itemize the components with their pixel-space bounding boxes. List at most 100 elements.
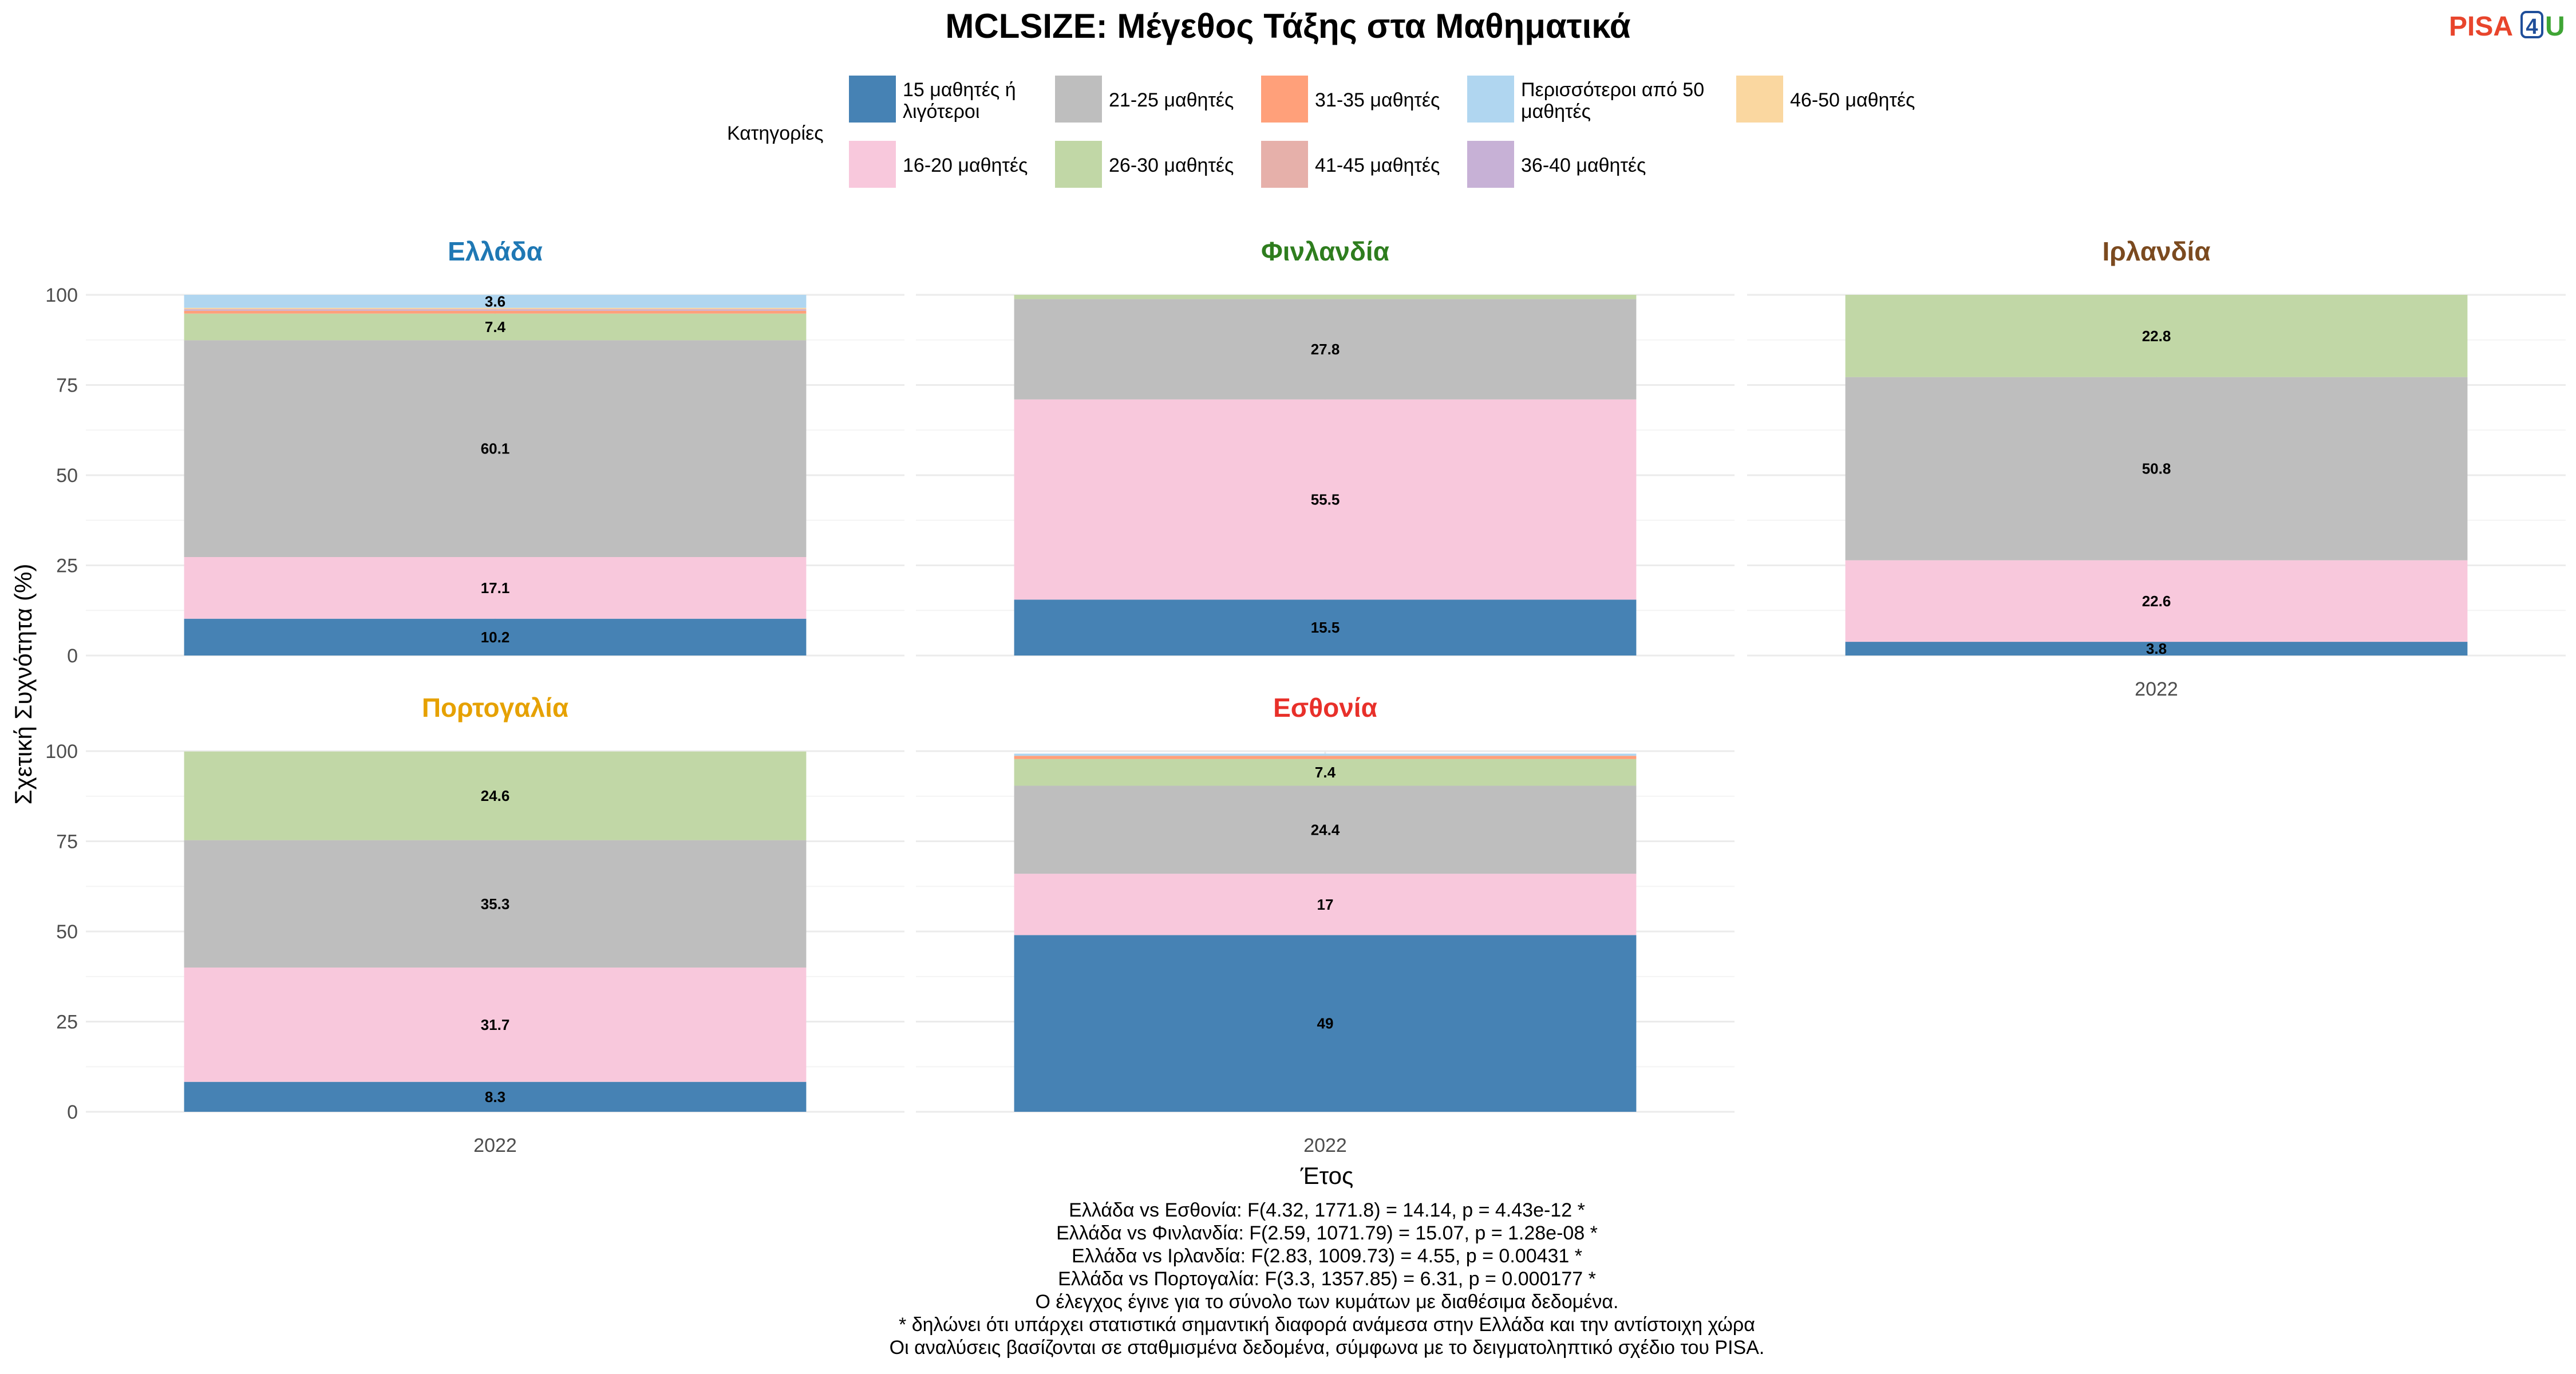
bar-segment-c21 bbox=[1845, 377, 2468, 560]
facet-title: Εσθονία bbox=[1273, 693, 1377, 722]
bar-segment-c15 bbox=[1014, 599, 1637, 656]
bar-value-label: 60.1 bbox=[481, 440, 510, 457]
legend-label: 16-20 μαθητές bbox=[903, 155, 1028, 176]
legend-swatch bbox=[1467, 141, 1514, 188]
bar-segment-c16 bbox=[184, 557, 807, 619]
facet-title: Φινλανδία bbox=[1261, 236, 1389, 266]
legend-swatch bbox=[1261, 76, 1308, 123]
bar-value-label: 55.5 bbox=[1311, 491, 1340, 508]
bar-segment-c16 bbox=[1014, 874, 1637, 935]
bar-segment-c31 bbox=[184, 310, 807, 314]
bar-value-label: 49 bbox=[1317, 1015, 1334, 1032]
legend-item-c46: 46-50 μαθητές bbox=[1736, 76, 1915, 123]
bar-value-label: 24.6 bbox=[481, 787, 510, 804]
facet-panels: Ελλάδα 0 25 50 75 100 10.2 17.1 60.1 7.4 3.6 Φινλαν… bbox=[45, 236, 2566, 1156]
legend-item-c26: 26-30 μαθητές bbox=[1055, 141, 1234, 188]
bar-segment-c26 bbox=[184, 751, 807, 840]
x-tick-label: 2022 bbox=[1303, 1135, 1347, 1156]
legend: Κατηγορίες 15 μαθητές ή λιγότεροι 21-25 μα… bbox=[727, 76, 1915, 188]
legend-swatch bbox=[1736, 76, 1783, 123]
x-axis-title: Έτος bbox=[1300, 1162, 1354, 1189]
legend-label: 31-35 μαθητές bbox=[1315, 89, 1440, 111]
x-tick-label: 2022 bbox=[473, 1135, 517, 1156]
facet-title: Ελλάδα bbox=[448, 236, 543, 266]
legend-label: Περισσότεροι από 50 μαθητές bbox=[1521, 79, 1704, 123]
panel-5: Εσθονία 2022 49 17 24.4 7.4 bbox=[916, 693, 1735, 1156]
legend-label: 36-40 μαθητές bbox=[1521, 155, 1646, 176]
svg-text:PISA: PISA bbox=[2449, 11, 2513, 42]
legend-label: 46-50 μαθητές bbox=[1790, 89, 1915, 111]
bar-value-label: 22.6 bbox=[2142, 593, 2171, 610]
panel-4: Πορτογαλία 0 25 50 75 100 2022 8.3 31.7 35.3 24.6 bbox=[45, 693, 904, 1156]
logo-suffix: U bbox=[2545, 11, 2565, 42]
bar-value-label: 35.3 bbox=[481, 895, 510, 913]
panel-1: Ελλάδα 0 25 50 75 100 10.2 17.1 60.1 7.4 3.6 bbox=[45, 236, 904, 667]
legend-label: 26-30 μαθητές bbox=[1109, 155, 1234, 176]
bar-value-label: 7.4 bbox=[485, 318, 506, 335]
bar-segment-c50p bbox=[184, 295, 807, 308]
y-tick-label: 75 bbox=[56, 375, 78, 397]
legend-swatch bbox=[849, 141, 896, 188]
bar-segment-c26 bbox=[1014, 759, 1637, 786]
bar-value-label: 22.8 bbox=[2142, 327, 2171, 345]
bar-value-label: 3.8 bbox=[2146, 640, 2167, 657]
bar-value-label: 10.2 bbox=[481, 629, 510, 646]
footnote-line: Ελλάδα vs Ιρλανδία: F(2.83, 1009.73) = 4… bbox=[1072, 1245, 1582, 1267]
bar-value-label: 27.8 bbox=[1311, 341, 1340, 358]
bar-value-label: 50.8 bbox=[2142, 460, 2171, 477]
logo-digit: 4 bbox=[2526, 15, 2538, 39]
bar-value-label: 8.3 bbox=[485, 1088, 505, 1105]
legend-item-c50p: Περισσότεροι από 50 μαθητές bbox=[1467, 76, 1704, 123]
legend-swatch bbox=[1261, 141, 1308, 188]
bar-segment-c31 bbox=[1014, 756, 1637, 759]
footnote-line: Ο έλεγχος έγινε για το σύνολο των κυμάτω… bbox=[1036, 1291, 1619, 1313]
legend-label: 15 μαθητές ή λιγότεροι bbox=[903, 79, 1016, 123]
legend-title: Κατηγορίες bbox=[727, 123, 824, 144]
legend-swatch bbox=[1055, 76, 1102, 123]
legend-swatch bbox=[849, 76, 896, 123]
bar-segment-c26 bbox=[1845, 295, 2468, 377]
footnotes: Ελλάδα vs Εσθονία: F(4.32, 1771.8) = 14.… bbox=[890, 1199, 1765, 1359]
bar-value-label: 24.4 bbox=[1311, 821, 1340, 838]
legend-label: 41-45 μαθητές bbox=[1315, 155, 1440, 176]
y-tick-label: 50 bbox=[56, 921, 78, 943]
footnote-line: Οι αναλύσεις βασίζονται σε σταθμισμένα δ… bbox=[890, 1337, 1765, 1359]
bar-segment-c46 bbox=[184, 307, 807, 309]
logo-digit-box bbox=[2520, 11, 2543, 38]
bar-value-label: 15.5 bbox=[1311, 619, 1340, 636]
bar-value-label: 17.1 bbox=[481, 579, 510, 597]
logo: PISA 4 U bbox=[2449, 11, 2565, 42]
bar-segment-c21 bbox=[184, 340, 807, 558]
footnote-line: Ελλάδα vs Εσθονία: F(4.32, 1771.8) = 14.… bbox=[1069, 1199, 1585, 1221]
bar-segment-c36 bbox=[184, 309, 807, 311]
y-tick-label: 50 bbox=[56, 465, 78, 487]
bar-segment-c21 bbox=[184, 840, 807, 968]
y-tick-label: 100 bbox=[45, 741, 78, 763]
legend-item-c16: 16-20 μαθητές bbox=[849, 141, 1028, 188]
legend-item-c41: 41-45 μαθητές bbox=[1261, 141, 1440, 188]
bar-segment-c16 bbox=[1845, 560, 2468, 642]
bar-segment-c26 bbox=[1014, 295, 1637, 299]
legend-swatch bbox=[1055, 141, 1102, 188]
y-tick-label: 0 bbox=[67, 645, 78, 667]
footnote-line: Ελλάδα vs Πορτογαλία: F(3.3, 1357.85) = … bbox=[1058, 1268, 1596, 1290]
facet-title: Πορτογαλία bbox=[422, 693, 568, 722]
bar-segment-c15 bbox=[184, 618, 807, 656]
bar-segment-c21 bbox=[1014, 299, 1637, 400]
legend-item-c21: 21-25 μαθητές bbox=[1055, 76, 1234, 123]
bar-segment-c15 bbox=[1014, 935, 1637, 1112]
y-tick-label: 75 bbox=[56, 831, 78, 853]
logo-pisa-text: PISA bbox=[2449, 11, 2513, 42]
legend-item-c15: 15 μαθητές ή λιγότεροι bbox=[849, 76, 1016, 123]
bar-segment-c41 bbox=[184, 309, 807, 310]
bar-segment-c26 bbox=[184, 313, 807, 341]
facet-title: Ιρλανδία bbox=[2102, 236, 2210, 266]
panel-2: Φινλανδία 15.5 55.5 27.8 bbox=[916, 236, 1735, 657]
legend-swatch bbox=[1467, 76, 1514, 123]
bar-value-label: 3.6 bbox=[485, 293, 505, 310]
legend-item-c36: 36-40 μαθητές bbox=[1467, 141, 1646, 188]
bar-value-label: 7.4 bbox=[1315, 764, 1336, 781]
y-tick-label: 100 bbox=[45, 285, 78, 306]
bar-segment-c15 bbox=[1845, 642, 2468, 656]
